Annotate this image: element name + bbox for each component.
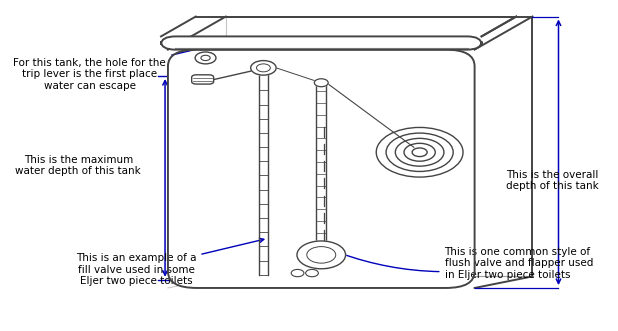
Circle shape [251,61,276,75]
Text: This is the maximum
water depth of this tank: This is the maximum water depth of this … [15,155,141,176]
Text: This is the overall
depth of this tank: This is the overall depth of this tank [506,169,599,191]
Circle shape [404,143,435,161]
FancyBboxPatch shape [168,50,475,288]
Text: This is an example of a
fill valve used in some
Eljer two piece toilets: This is an example of a fill valve used … [76,238,264,286]
Circle shape [195,52,216,64]
Circle shape [412,148,427,157]
Text: For this tank, the hole for the
trip lever is the first place
water can escape: For this tank, the hole for the trip lev… [14,46,204,91]
Circle shape [386,133,453,171]
Text: This is one common style of
flush valve and flapper used
in Eljer two piece toil: This is one common style of flush valve … [340,247,593,280]
Circle shape [396,138,444,166]
FancyBboxPatch shape [192,75,214,84]
Circle shape [291,269,304,277]
Circle shape [306,269,318,277]
Circle shape [376,127,463,177]
Circle shape [315,79,328,87]
FancyBboxPatch shape [161,36,481,50]
Circle shape [297,241,345,269]
